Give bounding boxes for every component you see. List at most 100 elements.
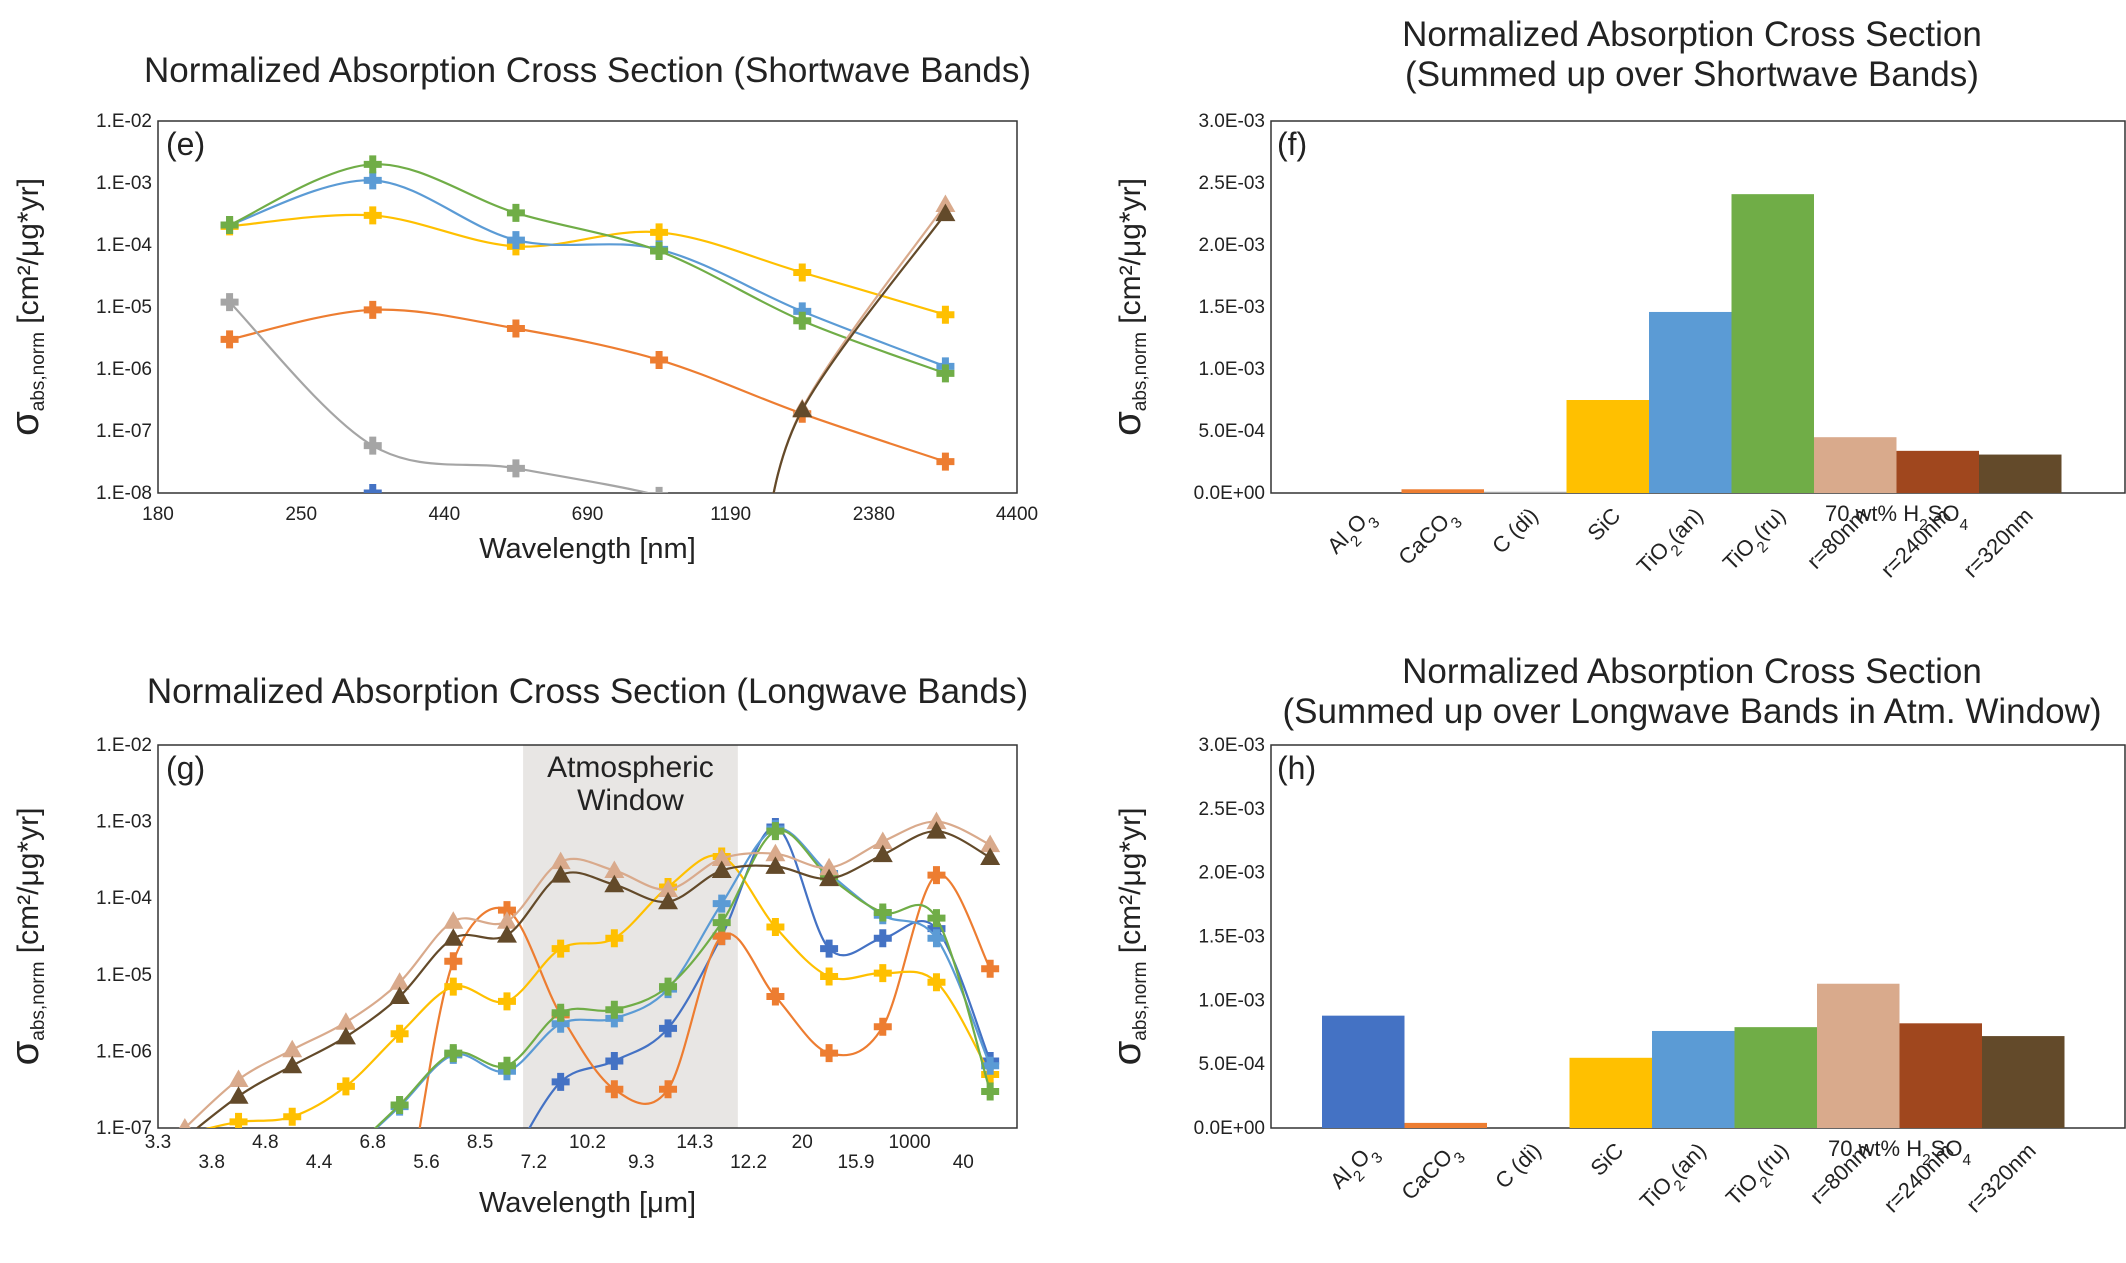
g-data-point bbox=[981, 959, 1000, 978]
h-y-tick-label: 3.0E-03 bbox=[1198, 735, 1265, 756]
g-data-point bbox=[927, 866, 946, 885]
g-x-tick-label: 40 bbox=[953, 1152, 974, 1173]
e-y-tick-label: 1.E-05 bbox=[96, 297, 152, 318]
e-data-point bbox=[793, 302, 812, 321]
e-data-point bbox=[220, 293, 239, 312]
e-y-tick-label: 1.E-02 bbox=[96, 111, 152, 132]
g-x-tick-label: 4.8 bbox=[252, 1132, 278, 1153]
h-category-label-text: CaCO3 bbox=[1396, 1138, 1468, 1210]
g-data-point bbox=[550, 865, 571, 883]
e-x-axis-label: Wavelength [nm] bbox=[479, 533, 696, 565]
h-y-tick-label: 5.0E-04 bbox=[1198, 1054, 1265, 1075]
g-data-point bbox=[335, 1012, 356, 1030]
g-x-tick-label: 7.2 bbox=[521, 1152, 547, 1173]
g-data-point bbox=[711, 848, 732, 866]
e-data-point bbox=[793, 263, 812, 282]
e-data-point bbox=[936, 364, 955, 383]
e-data-point bbox=[506, 319, 525, 338]
g-title: Normalized Absorption Cross Section (Lon… bbox=[147, 672, 1028, 711]
f-bar bbox=[1484, 491, 1567, 493]
e-data-point bbox=[363, 171, 382, 190]
g-data-point bbox=[389, 972, 410, 990]
e-series-line-r80nm bbox=[772, 203, 947, 493]
e-series-line-r320nm bbox=[772, 213, 947, 493]
e-series-line-tio2an bbox=[229, 179, 946, 368]
f-y-tick-label: 2.0E-03 bbox=[1198, 235, 1265, 256]
e-y-tick-label: 1.E-07 bbox=[96, 421, 152, 442]
g-data-point bbox=[282, 1039, 303, 1058]
e-data-point bbox=[363, 436, 382, 455]
e-data-point bbox=[935, 194, 956, 213]
g-series-line-sic bbox=[205, 854, 992, 1128]
f-category-label-text: TiO2(an) bbox=[1632, 503, 1713, 584]
e-data-point bbox=[363, 155, 382, 174]
g-data-point bbox=[927, 919, 946, 938]
g-data-point bbox=[712, 913, 731, 932]
g-data-point bbox=[497, 992, 516, 1011]
g-data-point bbox=[980, 834, 1001, 853]
f-bar bbox=[1814, 437, 1897, 493]
h-bar bbox=[1817, 983, 1900, 1128]
f-category-label: TiO2(an) bbox=[1632, 503, 1713, 584]
h-bar bbox=[1734, 1027, 1817, 1128]
e-x-tick-label: 250 bbox=[285, 504, 317, 525]
h-panel-label: (h) bbox=[1277, 750, 1316, 786]
e-title: Normalized Absorption Cross Section (Sho… bbox=[144, 51, 1031, 90]
h-category-label-text: C (di) bbox=[1490, 1138, 1546, 1194]
f-category-label-text: Al2O3 bbox=[1322, 503, 1383, 564]
h-y-tick-label: 2.5E-03 bbox=[1198, 799, 1265, 820]
g-data-point bbox=[765, 856, 786, 874]
g-data-point bbox=[820, 1044, 839, 1063]
h-y-axis-label-text: σabs,norm [cm²/μg*yr] bbox=[1105, 808, 1151, 1066]
g-data-point bbox=[765, 843, 786, 862]
f-y-tick-label: 5.0E-04 bbox=[1198, 421, 1265, 442]
e-data-point bbox=[506, 231, 525, 250]
h-bar bbox=[1899, 1023, 1982, 1128]
g-data-point bbox=[659, 1080, 678, 1099]
g-data-point bbox=[872, 831, 893, 849]
e-series-line-sic bbox=[229, 213, 946, 316]
g-data-point bbox=[926, 821, 947, 839]
g-x-tick-label: 8.5 bbox=[467, 1132, 493, 1153]
e-y-tick-label: 1.E-06 bbox=[96, 359, 152, 380]
g-data-point bbox=[981, 1082, 1000, 1101]
g-data-point bbox=[712, 894, 731, 913]
e-data-point bbox=[650, 350, 669, 369]
e-data-point bbox=[506, 459, 525, 478]
g-y-tick-label: 1.E-07 bbox=[96, 1118, 152, 1139]
g-x-tick-label: 10.2 bbox=[569, 1132, 606, 1153]
f-y-tick-label: 2.5E-03 bbox=[1198, 173, 1265, 194]
h-bar bbox=[1569, 1057, 1652, 1128]
g-data-point bbox=[443, 911, 464, 929]
f-y-tick-label: 1.5E-03 bbox=[1198, 297, 1265, 318]
h-title-line-1: Normalized Absorption Cross Section bbox=[1402, 652, 1982, 691]
e-data-point bbox=[650, 223, 669, 242]
g-data-point bbox=[658, 891, 679, 910]
f-group-label: 70 wt% H2SO4 bbox=[1825, 501, 1969, 534]
e-data-point bbox=[506, 203, 525, 222]
e-y-tick-label: 1.E-04 bbox=[96, 235, 152, 256]
e-data-point bbox=[936, 452, 955, 471]
g-series-group bbox=[179, 811, 1001, 1128]
e-data-point bbox=[793, 311, 812, 330]
h-category-label: TiO2(an) bbox=[1635, 1138, 1711, 1214]
e-data-point bbox=[650, 486, 669, 493]
h-category-label-text: TiO2(ru) bbox=[1721, 1138, 1799, 1216]
g-data-point bbox=[550, 851, 571, 870]
f-category-label: r=320nm bbox=[1958, 503, 2038, 583]
g-x-tick-label: 9.3 bbox=[628, 1152, 654, 1173]
h-y-tick-label: 1.5E-03 bbox=[1198, 927, 1265, 948]
f-y-axis-label: σabs,norm [cm²/μg*yr] bbox=[1105, 178, 1151, 436]
g-data-point bbox=[605, 929, 624, 948]
g-y-tick-label: 1.E-05 bbox=[96, 965, 152, 986]
g-data-point bbox=[283, 1107, 302, 1126]
f-category-label: TiO2(ru) bbox=[1718, 503, 1790, 575]
h-bar bbox=[1982, 1036, 2065, 1128]
g-data-point bbox=[981, 1056, 1000, 1075]
g-data-point bbox=[605, 1051, 624, 1070]
g-data-point bbox=[659, 977, 678, 996]
g-x-tick-label: 12.2 bbox=[730, 1152, 767, 1173]
h-bar bbox=[1652, 1030, 1735, 1128]
h-bar bbox=[1322, 1015, 1405, 1128]
